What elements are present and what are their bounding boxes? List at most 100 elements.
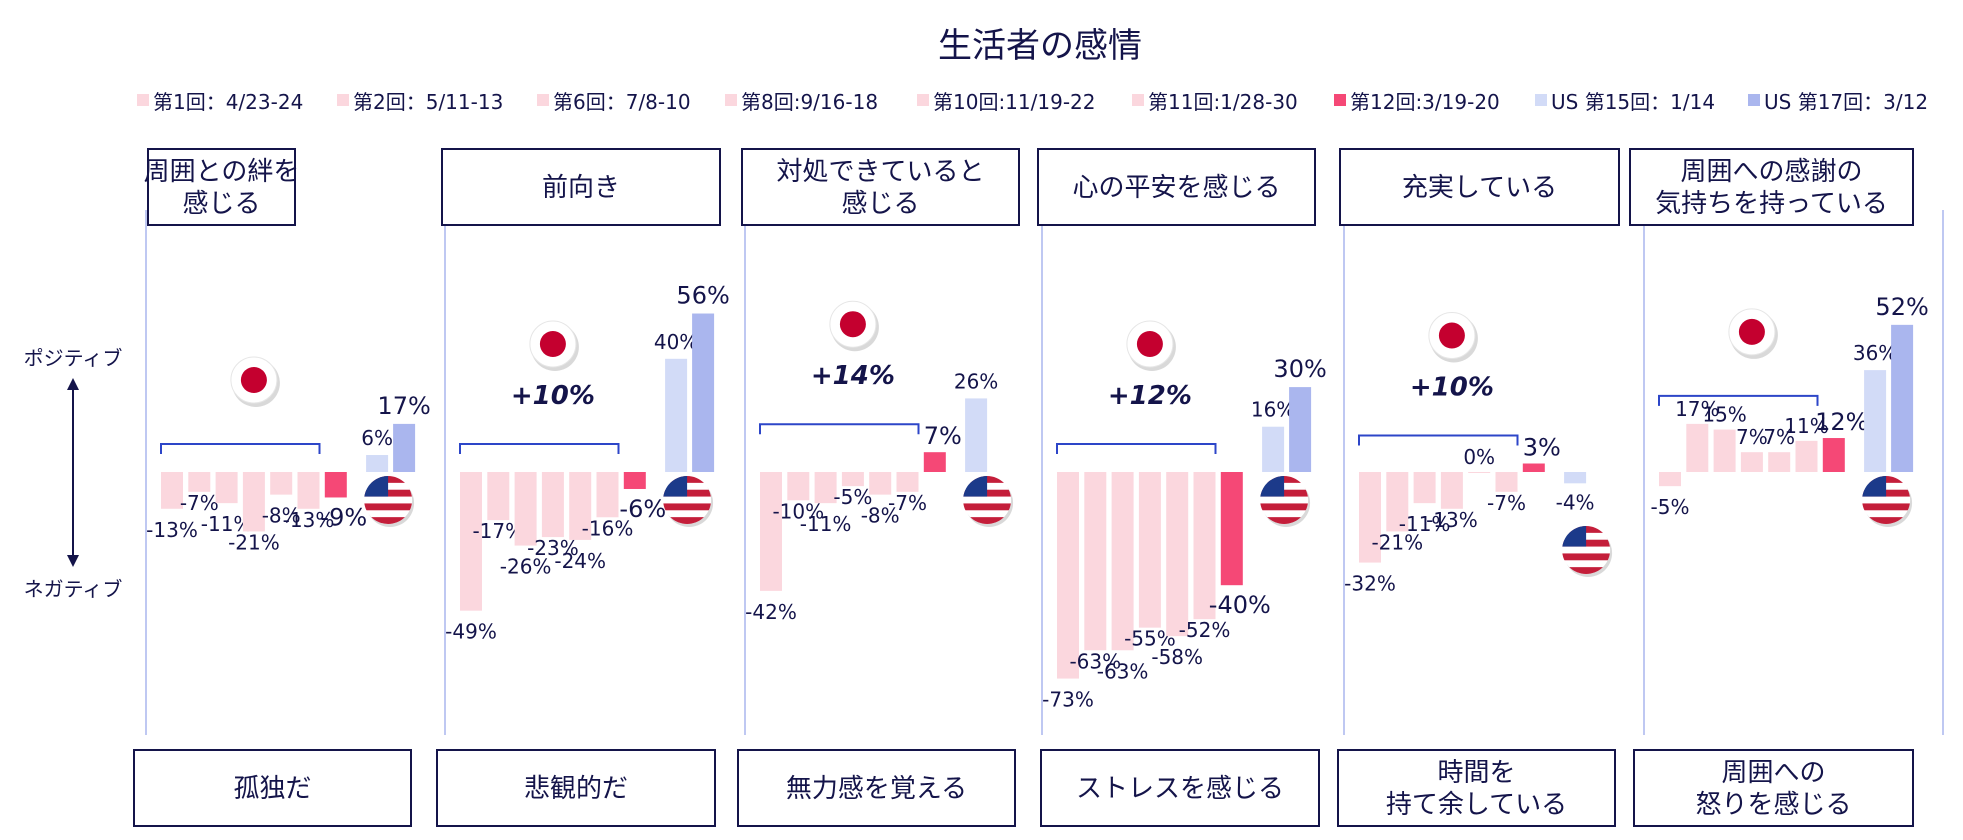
legend-item: 第1回：4/23-24	[137, 90, 303, 114]
legend-swatch	[337, 94, 349, 106]
bar-us	[1864, 370, 1887, 472]
chart-groups: 周囲との絆を感じる孤独だ-13%-7%-11%-21%-8%-13%-9%6%1…	[133, 148, 1944, 827]
legend-label: 第11回:1/28-30	[1148, 90, 1298, 114]
bar-value-label: 52%	[1875, 293, 1928, 321]
bar-jp	[1659, 472, 1681, 487]
bar-value-label: -13%	[283, 508, 335, 532]
bar-us	[1262, 426, 1285, 472]
negative-axis-label: ネガティブ	[24, 577, 123, 601]
bar-value-label: 12%	[1815, 408, 1868, 436]
negative-label-box	[1040, 749, 1320, 827]
bar-us	[393, 423, 416, 472]
bar-value-label: -40%	[1209, 591, 1271, 619]
negative-label: 周囲への怒りを感じる	[1695, 758, 1851, 820]
comparison-bracket	[459, 443, 620, 454]
legend-item: 第2回：5/11-13	[337, 90, 503, 114]
bar-value-label: 40%	[654, 330, 698, 354]
bar-jp	[869, 472, 892, 495]
legend-item: 第12回:3/19-20	[1334, 90, 1500, 114]
legend-label: 第6回：7/8-10	[553, 90, 691, 114]
bar-jp	[1822, 438, 1845, 472]
bar-value-label: -49%	[445, 620, 497, 644]
category-group: 周囲との絆を感じる孤独だ-13%-7%-11%-21%-8%-13%-9%6%1…	[133, 148, 431, 827]
bar-jp	[1084, 472, 1107, 651]
bar-jp	[1522, 463, 1545, 472]
bar-value-label: -9%	[320, 503, 367, 531]
bar-value-label: 15%	[1702, 403, 1746, 427]
bar-jp	[1386, 472, 1409, 532]
bar-value-label: -63%	[1069, 649, 1121, 673]
us-flag-icon	[1260, 476, 1311, 527]
bar-jp	[297, 472, 320, 509]
japan-flag-icon	[230, 356, 280, 407]
bar-us	[965, 398, 988, 472]
bar-jp	[896, 472, 919, 492]
legend-item: 第10回:11/19-22	[917, 90, 1096, 114]
bar-value-label: -16%	[582, 516, 634, 540]
japan-flag-icon	[829, 300, 879, 352]
bar-jp	[1193, 472, 1216, 620]
bar-value-label: -23%	[527, 536, 579, 560]
us-flag-icon	[963, 476, 1014, 527]
bar-jp	[1166, 472, 1189, 637]
change-label: +14%	[811, 361, 895, 391]
bar-jp	[1413, 472, 1436, 504]
change-label: +12%	[1108, 381, 1192, 411]
bar-us	[1564, 472, 1587, 484]
bar-value-label: 26%	[954, 369, 998, 393]
bar-jp	[541, 472, 564, 538]
category-group: 心の平安を感じるストレスを感じる-73%-63%-63%-55%-58%-52%…	[1037, 148, 1327, 827]
bar-value-label: -42%	[745, 600, 797, 624]
comparison-bracket	[160, 443, 321, 454]
positive-label-box	[1629, 148, 1914, 226]
bar-value-label: -10%	[772, 499, 824, 523]
legend-swatch	[725, 94, 737, 106]
japan-flag-icon	[1428, 312, 1478, 363]
bar-value-label: -32%	[1344, 572, 1396, 596]
legend-swatch	[1535, 94, 1547, 106]
bar-value-label: -21%	[1371, 530, 1423, 554]
legend-item: 第6回：7/8-10	[537, 90, 691, 114]
bar-jp	[787, 472, 810, 501]
bar-jp	[1495, 472, 1518, 492]
bar-us	[665, 358, 688, 472]
bar-value-label: 36%	[1853, 341, 1897, 365]
bar-jp	[841, 472, 864, 487]
bar-value-label: -26%	[500, 555, 552, 579]
category-group: 前向き悲観的だ-49%-17%-26%-23%-24%-16%-6%+10%40…	[436, 148, 730, 827]
positive-label: 心の平安を感じる	[1072, 173, 1280, 203]
legend-swatch	[137, 94, 149, 106]
bar-value-label: -13%	[1426, 508, 1478, 532]
bar-value-label: 0%	[1463, 445, 1495, 469]
bar-jp	[215, 472, 238, 504]
legend: 第1回：4/23-24 第2回：5/11-13 第6回：7/8-10 第8回:9/16…	[137, 90, 1928, 114]
bar-value-label: -5%	[833, 485, 872, 509]
bar-value-label: 11%	[1784, 414, 1828, 438]
comparison-bracket	[1358, 434, 1519, 446]
bar-jp	[270, 472, 293, 495]
bar-value-label: 16%	[1251, 398, 1295, 422]
bar-jp	[1713, 429, 1736, 472]
bar-jp	[623, 472, 646, 489]
bar-value-label: -7%	[180, 491, 219, 515]
bar-value-label: -21%	[228, 530, 280, 554]
comparison-bracket	[1658, 394, 1819, 406]
legend-label: 第8回:9/16-18	[741, 90, 878, 114]
bar-value-label: 7%	[1736, 425, 1768, 449]
negative-label: 無力感を覚える	[786, 774, 967, 804]
bar-jp	[1768, 452, 1791, 472]
bar-jp	[1468, 472, 1491, 473]
bar-value-label: -52%	[1179, 618, 1231, 642]
bar-us	[366, 455, 389, 472]
bar-jp	[1220, 472, 1243, 586]
bar-jp	[1057, 472, 1079, 679]
legend-swatch	[1748, 94, 1760, 106]
legend-swatch	[917, 94, 929, 106]
us-flag-icon	[663, 476, 714, 527]
legend-label: US 第17回：3/12	[1764, 90, 1928, 114]
comparison-bracket	[1056, 443, 1217, 454]
axis-arrow	[67, 378, 79, 567]
legend-swatch	[1132, 94, 1144, 106]
positive-label-box	[1037, 148, 1316, 226]
